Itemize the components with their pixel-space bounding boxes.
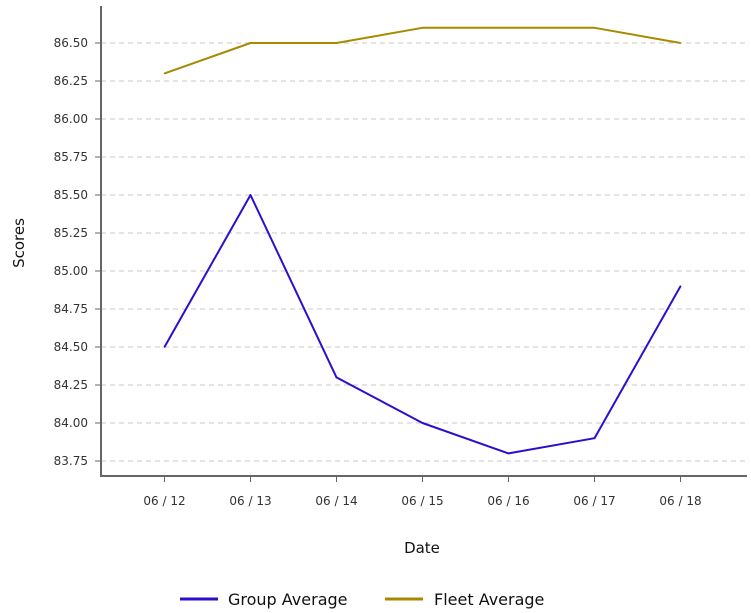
data-point-group-average (249, 194, 252, 196)
x-tick-label: 06 / 16 (487, 494, 529, 508)
legend-label-fleet-average: Fleet Average (434, 590, 544, 609)
data-point-group-average (421, 422, 424, 424)
data-point-group-average (335, 376, 338, 379)
x-tick-label: 06 / 18 (659, 494, 701, 508)
data-point-fleet-average (679, 42, 682, 44)
data-point-fleet-average (421, 27, 424, 29)
series-line-group-average (163, 194, 682, 455)
y-tick-label: 84.00 (54, 416, 88, 430)
data-point-group-average (679, 285, 682, 288)
y-axis-ticks: 83.75 84.00 84.25 84.50 84.75 85.00 85.25 85.50… (54, 36, 101, 468)
y-tick-label: 84.50 (54, 340, 88, 354)
y-tick-label: 84.25 (54, 378, 88, 392)
data-point-group-average (507, 452, 510, 455)
y-tick-label: 84.75 (54, 302, 88, 316)
legend-label-group-average: Group Average (228, 590, 348, 609)
data-point-fleet-average (335, 42, 338, 44)
y-tick-label: 85.75 (54, 150, 88, 164)
data-point-fleet-average (163, 72, 166, 75)
x-tick-label: 06 / 13 (229, 494, 271, 508)
data-point-fleet-average (249, 42, 252, 44)
y-tick-label: 85.50 (54, 188, 88, 202)
data-point-group-average (163, 346, 166, 348)
x-axis-title: Date (404, 539, 440, 557)
y-tick-label: 85.25 (54, 226, 88, 240)
gridlines (101, 42, 747, 462)
y-tick-label: 85.00 (54, 264, 88, 278)
y-tick-label: 86.50 (54, 36, 88, 50)
data-point-fleet-average (507, 27, 510, 29)
legend: Group Average Fleet Average (180, 590, 544, 609)
y-tick-label: 86.25 (54, 74, 88, 88)
y-tick-label: 83.75 (54, 454, 88, 468)
x-axis-ticks: 06 / 12 06 / 13 06 / 14 06 / 15 06 / 16 06 / … (143, 476, 702, 508)
x-tick-label: 06 / 15 (401, 494, 443, 508)
y-tick-label: 86.00 (54, 112, 88, 126)
series-lines (163, 26, 682, 455)
data-point-fleet-average (593, 27, 596, 29)
data-point-group-average (593, 437, 596, 440)
series-line-fleet-average (164, 26, 681, 75)
x-tick-label: 06 / 12 (143, 494, 185, 508)
x-tick-label: 06 / 14 (315, 494, 357, 508)
y-axis-title: Scores (10, 218, 28, 268)
x-tick-label: 06 / 17 (573, 494, 615, 508)
